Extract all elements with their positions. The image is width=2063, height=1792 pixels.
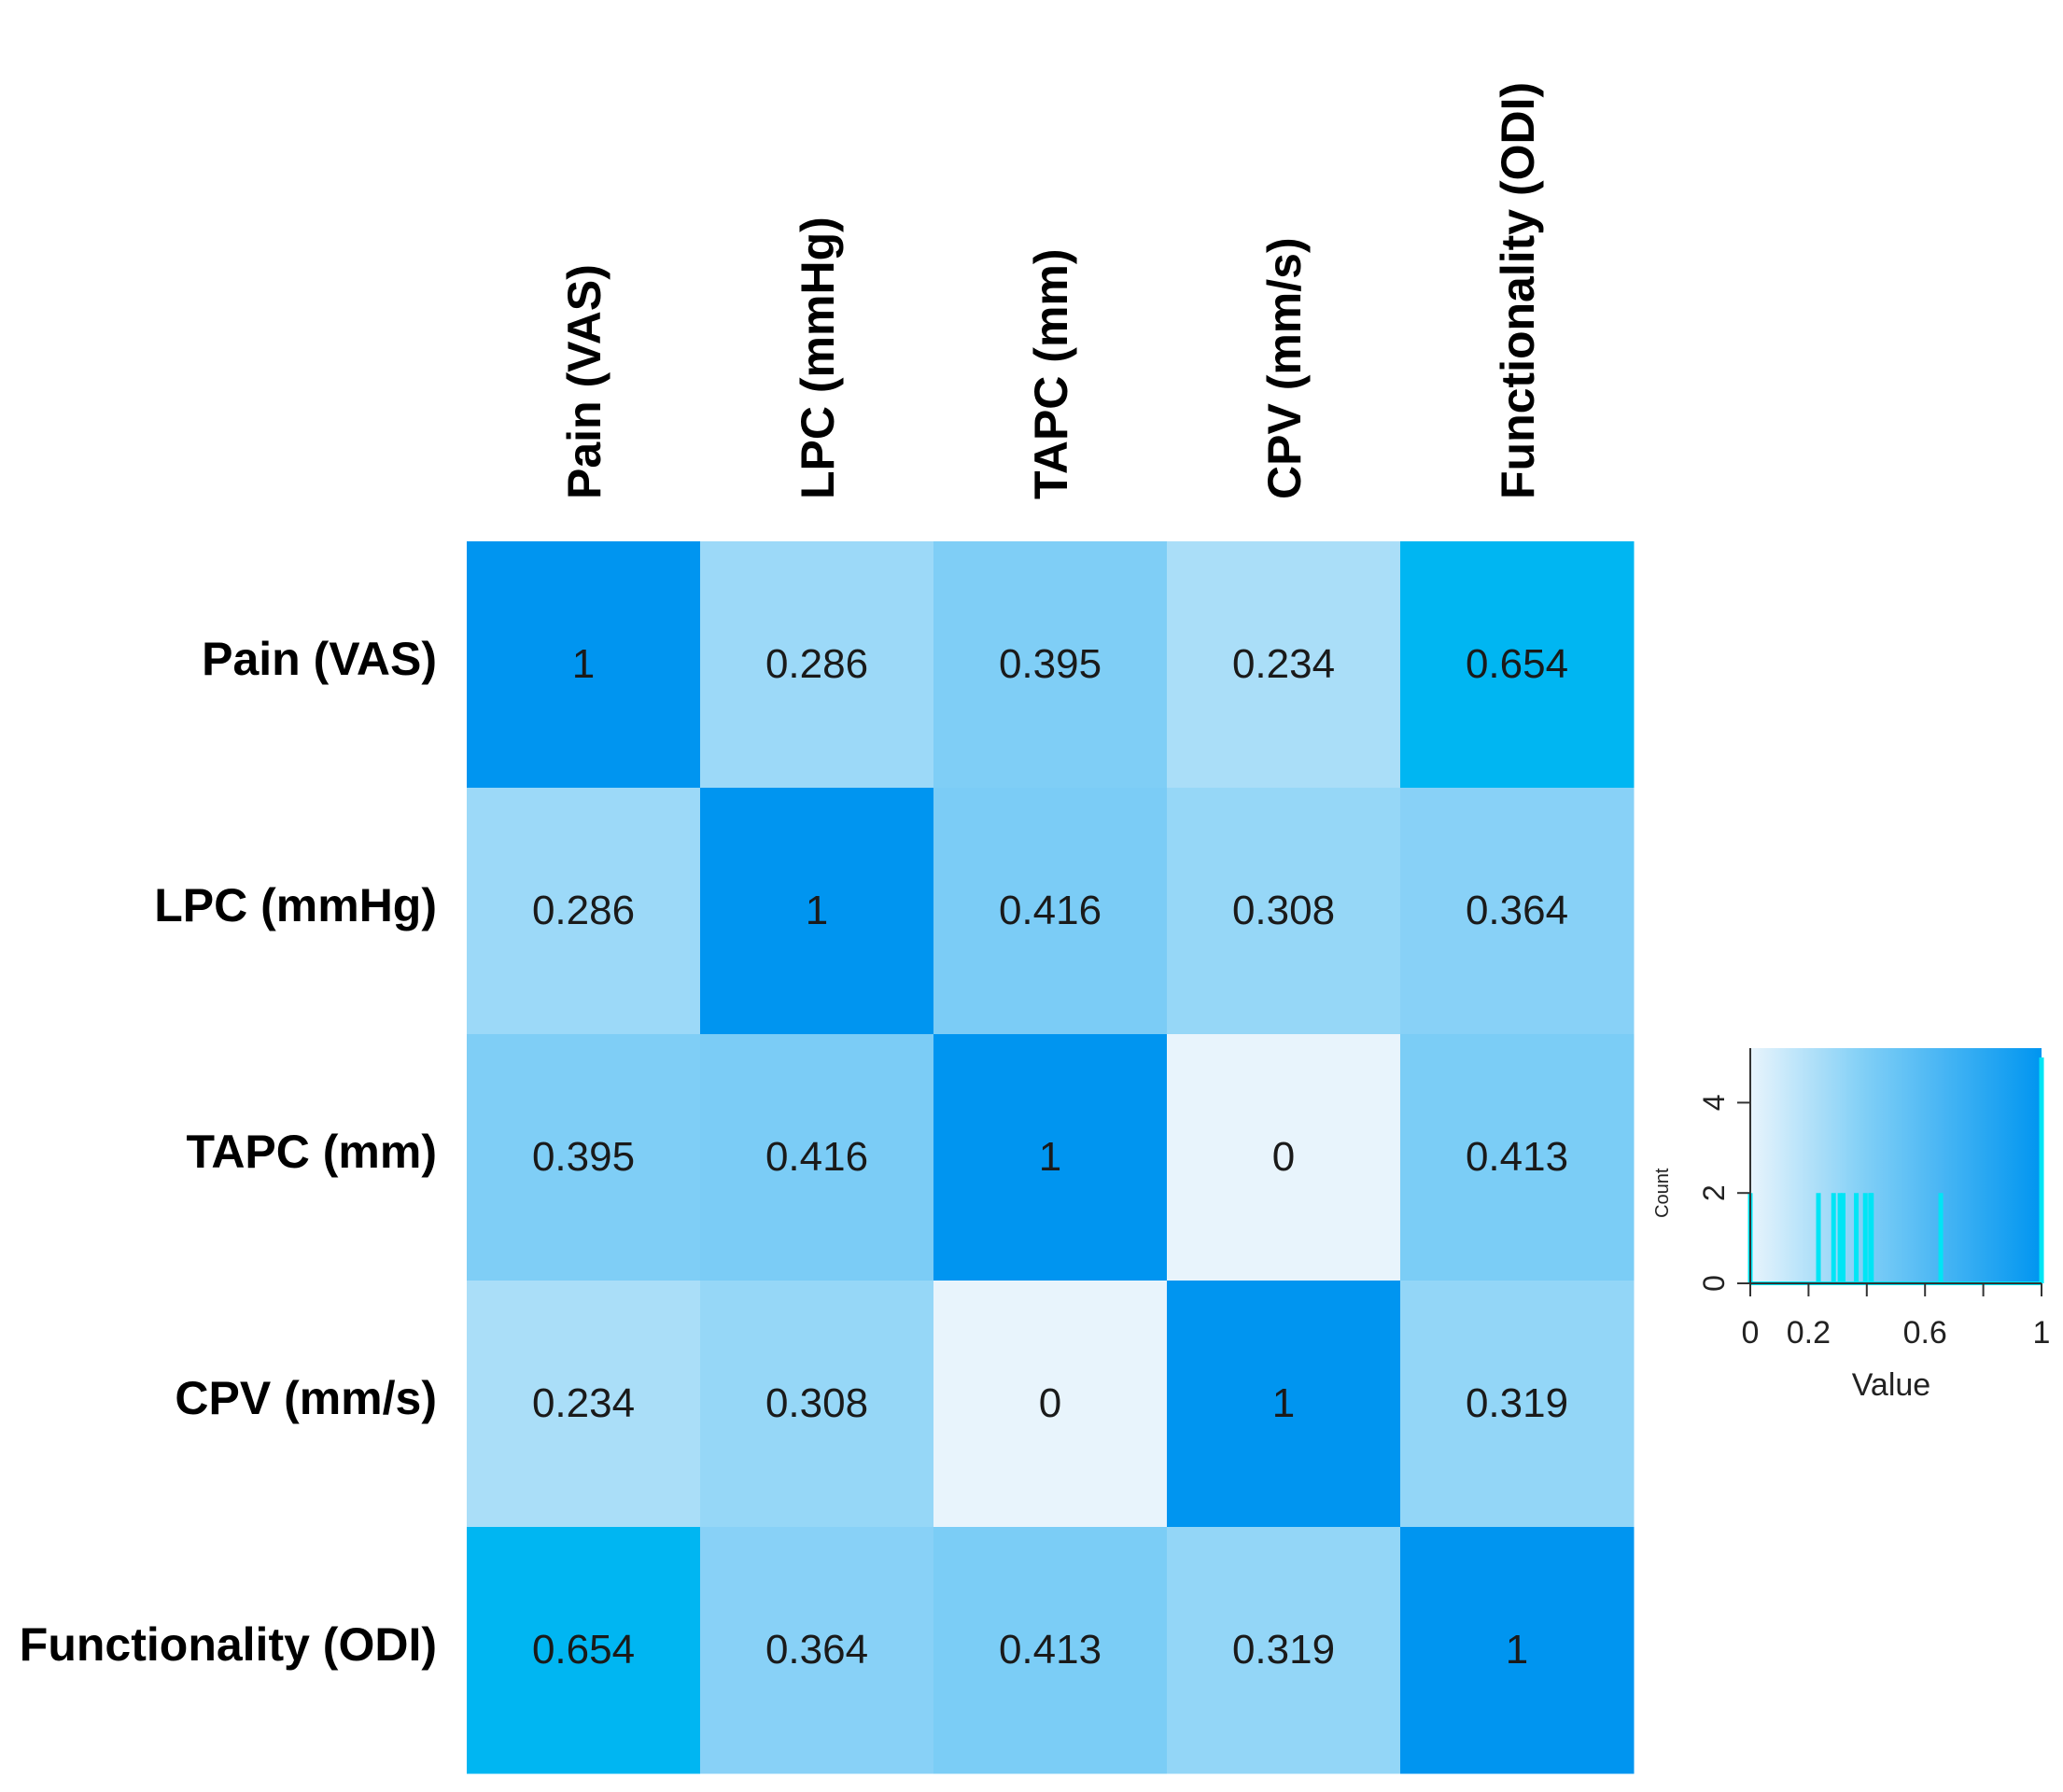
cell-value-label: 1	[572, 641, 595, 687]
color-key-y-title: Count	[1652, 1168, 1673, 1218]
cell-value-label: 0.416	[765, 1134, 868, 1180]
cell-value-label: 0.319	[1466, 1380, 1568, 1426]
cell-value-label: 1	[806, 888, 828, 933]
heatmap-cell	[1167, 1281, 1401, 1528]
cell-value-label: 0.395	[532, 1134, 635, 1180]
color-key: 0 0.2 0.6 1 0 2 4 Value Count	[1652, 1048, 2050, 1403]
row-labels: Pain (VAS) LPC (mmHg) TAPC (mm) CPV (mm/s) F…	[20, 633, 437, 1671]
cell-value-label: 0	[1039, 1380, 1061, 1426]
heatmap-cell	[1400, 1281, 1635, 1528]
row-label: LPC (mmHg)	[154, 879, 437, 931]
cell-value-label: 1	[1506, 1627, 1528, 1673]
cell-value-label: 0.395	[999, 641, 1102, 687]
cell-value-label: 0.234	[1232, 641, 1335, 687]
heatmap-cell	[1167, 1034, 1401, 1281]
heatmap-cell	[467, 1281, 701, 1528]
x-tick-label: 0.2	[1787, 1315, 1831, 1351]
y-tick-label: 2	[1697, 1184, 1731, 1201]
cell-value-label: 0.234	[532, 1380, 635, 1426]
row-label: Functionality (ODI)	[20, 1618, 437, 1671]
column-labels: Pain (VAS) LPC (mmHg) TAPC (mm) CPV (mm/s) F…	[558, 82, 1544, 499]
y-tick-label: 0	[1697, 1275, 1731, 1292]
cell-value-label: 0.413	[999, 1627, 1102, 1673]
cell-value-label: 0	[1272, 1134, 1295, 1180]
heatmap-cell	[467, 1034, 701, 1281]
heatmap-cell	[700, 541, 934, 789]
x-tick-label: 0.6	[1903, 1315, 1947, 1351]
column-label: Pain (VAS)	[558, 264, 610, 499]
cell-value-label: 1	[1039, 1134, 1061, 1180]
x-tick-label: 0	[1742, 1315, 1760, 1351]
cell-value-label: 0.654	[532, 1627, 635, 1673]
heatmap-cell	[467, 788, 701, 1035]
cell-value-label: 0.364	[1466, 888, 1568, 933]
cell-value-label: 0.364	[765, 1627, 868, 1673]
cell-value-label: 1	[1272, 1380, 1295, 1426]
row-label: CPV (mm/s)	[175, 1372, 437, 1424]
heatmap-cell	[467, 1527, 701, 1774]
cell-value-label: 0.416	[999, 888, 1102, 933]
heatmap-cell	[467, 541, 701, 789]
row-label: Pain (VAS)	[202, 633, 437, 685]
heatmap-cell	[933, 541, 1168, 789]
x-tick-label: 1	[2033, 1315, 2051, 1351]
column-label: Functionality (ODI)	[1492, 82, 1544, 499]
heatmap-cell	[1400, 1034, 1635, 1281]
cell-value-label: 0.319	[1232, 1627, 1335, 1673]
heatmap-cell	[1167, 541, 1401, 789]
heatmap-cell	[1400, 1527, 1635, 1774]
heatmap-cell	[933, 1527, 1168, 1774]
column-label: TAPC (mm)	[1025, 248, 1077, 499]
cell-value-label: 0.286	[532, 888, 635, 933]
heatmap-cell	[933, 1034, 1168, 1281]
heatmap-cell	[933, 788, 1168, 1035]
row-label: TAPC (mm)	[186, 1126, 437, 1178]
column-label: CPV (mm/s)	[1258, 237, 1311, 499]
heatmap-cell	[700, 1527, 934, 1774]
color-key-gradient	[1750, 1048, 2042, 1283]
cell-value-label: 0.654	[1466, 641, 1568, 687]
heatmap-cell	[700, 1034, 934, 1281]
heatmap-cell	[700, 788, 934, 1035]
heatmap-cell	[933, 1281, 1168, 1528]
y-tick-label: 4	[1697, 1095, 1731, 1112]
column-label: LPC (mmHg)	[792, 217, 844, 499]
heatmap-cell	[1167, 788, 1401, 1035]
color-key-x-title: Value	[1852, 1367, 1930, 1403]
cell-value-label: 0.308	[765, 1380, 868, 1426]
heatmap-cell	[1167, 1527, 1401, 1774]
cell-value-label: 0.308	[1232, 888, 1335, 933]
cell-value-label: 0.286	[765, 641, 868, 687]
heatmap-cell	[1400, 788, 1635, 1035]
heatmap-cell	[700, 1281, 934, 1528]
heatmap-cell	[1400, 541, 1635, 789]
cell-value-label: 0.413	[1466, 1134, 1568, 1180]
heatmap-cells: 1 0.286 0.395 0.234 0.654 0.286 1 0.416 0.308 0.3…	[467, 541, 1635, 1774]
